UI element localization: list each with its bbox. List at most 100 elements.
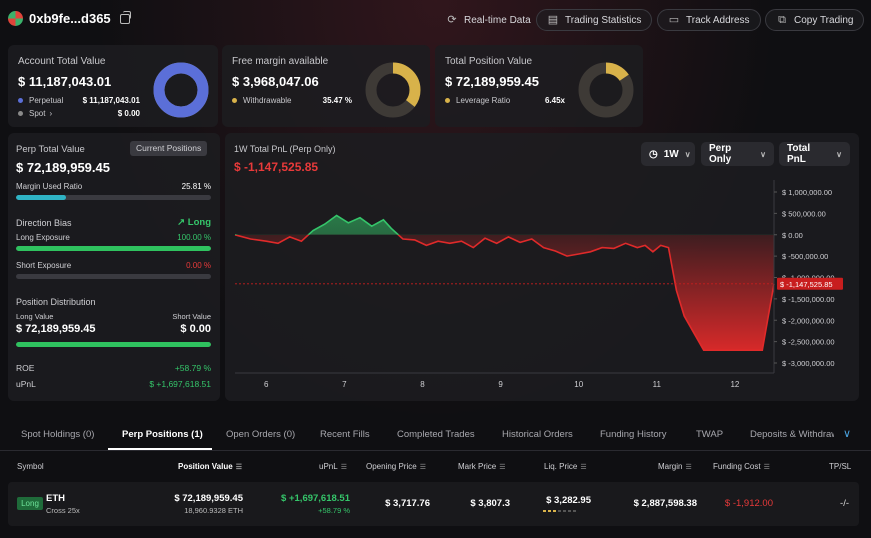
trend-up-icon: ↗ [177, 217, 186, 228]
long-value: $ 72,189,959.45 [16, 323, 96, 335]
margin-donut-fill [365, 62, 421, 118]
header-upnl[interactable]: uPnL ☰ [319, 462, 347, 471]
y-tick-label: $ 1,000,000.00 [782, 188, 832, 197]
side-badge: Long [17, 497, 43, 510]
header-tpsl: TP/SL [829, 462, 852, 471]
position-distribution-label: Position Distribution [16, 297, 96, 307]
header-funding-cost[interactable]: Funding Cost ☰ [713, 462, 770, 471]
header-symbol: Symbol [17, 462, 44, 471]
filter-icon: ☰ [499, 464, 506, 471]
scope-dropdown[interactable]: Perp Only ∨ [701, 142, 774, 166]
perp-total-title: Perp Total Value [16, 144, 85, 155]
y-tick-label: $ -2,500,000.00 [782, 338, 835, 347]
tab-twap[interactable]: TWAP [696, 429, 724, 440]
header-mark-price[interactable]: Mark Price ☰ [458, 462, 506, 471]
row-tpsl[interactable]: -/- [840, 498, 849, 509]
positions-tabs: Spot Holdings (0) Perp Positions (1) Ope… [0, 420, 871, 450]
pnl-positive-line [235, 214, 400, 235]
tab-deposits-withdrawals[interactable]: Deposits & Withdraw [750, 429, 834, 440]
header: 0xb9fe...d365 ⟳ Real-time Data ▤ Trading… [0, 0, 871, 40]
scope-dropdown-label: Perp Only [709, 143, 732, 165]
header-margin[interactable]: Margin ☰ [658, 462, 692, 471]
tab-funding-history[interactable]: Funding History [600, 429, 667, 440]
tab-completed-trades[interactable]: Completed Trades [397, 429, 475, 440]
free-margin-value: $ 3,968,047.06 [232, 74, 319, 89]
long-exposure-bar [16, 246, 211, 251]
current-value-marker-bg [777, 277, 843, 290]
leverage-value: 6.45x [544, 96, 565, 105]
tab-historical-orders[interactable]: Historical Orders [502, 429, 573, 440]
trading-statistics-button[interactable]: ▤ Trading Statistics [536, 9, 653, 31]
current-positions-button[interactable]: Current Positions [130, 141, 208, 156]
row-symbol[interactable]: ETH [46, 493, 65, 504]
clock-icon: ◷ [649, 148, 658, 160]
long-exposure-label: Long Exposure [16, 233, 70, 242]
pnl-negative-area [235, 234, 774, 351]
metric-dropdown-label: Total PnL [787, 143, 811, 165]
copy-icon[interactable] [119, 10, 131, 24]
chevron-down-icon: ∨ [836, 149, 842, 159]
tab-spot-holdings[interactable]: Spot Holdings (0) [21, 429, 95, 440]
filter-icon: ☰ [340, 464, 347, 471]
refresh-icon: ⟳ [447, 14, 457, 26]
account-title: Account Total Value [18, 56, 106, 67]
y-tick-label: $ 0.00 [782, 231, 803, 240]
pnl-chart-value: $ -1,147,525.85 [234, 160, 319, 174]
leverage-row: Leverage Ratio [445, 96, 510, 105]
short-exposure-label: Short Exposure [16, 261, 72, 270]
margin-used-value: 25.81 % [181, 182, 211, 191]
metric-dropdown[interactable]: Total PnL ∨ [779, 142, 850, 166]
y-tick-label: $ 500,000.00 [782, 209, 826, 218]
margin-used-bar [16, 195, 211, 200]
header-opening-price[interactable]: Opening Price ☰ [366, 462, 426, 471]
row-upnl-pct: +58.79 % [318, 506, 350, 515]
copy-trading-label: Copy Trading [794, 14, 854, 26]
row-margin: $ 2,887,598.38 [633, 498, 697, 509]
total-position-title: Total Position Value [445, 56, 533, 67]
copy-trading-icon: ⧉ [778, 14, 786, 26]
copy-trading-button[interactable]: ⧉ Copy Trading [765, 9, 865, 31]
tabs-divider [0, 450, 871, 451]
direction-bias-label: Direction Bias [16, 218, 72, 228]
track-address-label: Track Address [686, 14, 750, 26]
row-leverage: Cross 25x [46, 506, 80, 515]
tab-perp-positions[interactable]: Perp Positions (1) [122, 429, 203, 440]
row-position-value: $ 72,189,959.45 [174, 493, 243, 504]
withdrawable-value: 35.47 % [322, 96, 352, 105]
wallet-address: 0xb9fe...d365 [29, 11, 111, 26]
table-row[interactable] [8, 482, 859, 526]
withdrawable-row: Withdrawable [232, 96, 291, 105]
account-donut-fill [153, 62, 209, 118]
perpetual-row: Perpetual [18, 96, 63, 105]
perp-total-panel: Perp Total Value Current Positions $ 72,… [8, 133, 220, 401]
position-donut-fill [578, 62, 634, 118]
account-total-value-card: Account Total Value $ 11,187,043.01 Perp… [8, 45, 218, 127]
header-liq-price[interactable]: Liq. Price ☰ [544, 462, 587, 471]
header-position-value[interactable]: Position Value ☰ [178, 462, 242, 471]
chart-icon: ▤ [547, 14, 559, 26]
position-donut-chart [578, 62, 634, 118]
y-tick-label: $ -500,000.00 [782, 252, 828, 261]
period-dropdown-label: 1W [663, 148, 679, 160]
tab-recent-fills[interactable]: Recent Fills [320, 429, 370, 440]
perpetual-dot [18, 98, 23, 103]
track-address-button[interactable]: ▭ Track Address [657, 9, 761, 31]
spot-row[interactable]: Spot › [18, 109, 52, 118]
y-tick-label: $ -1,500,000.00 [782, 295, 835, 304]
tab-open-orders[interactable]: Open Orders (0) [226, 429, 296, 440]
realtime-data-button[interactable]: ⟳ Real-time Data [436, 9, 541, 31]
filter-icon: ☰ [580, 464, 587, 471]
period-dropdown[interactable]: ◷ 1W ∨ [641, 142, 695, 166]
distribution-bar [16, 342, 211, 347]
perp-total-value: $ 72,189,959.45 [16, 160, 110, 175]
total-position-card: Total Position Value $ 72,189,959.45 Lev… [435, 45, 643, 127]
margin-used-bar-fill [16, 195, 67, 200]
avatar [8, 11, 23, 26]
long-exposure-value: 100.00 % [177, 233, 211, 242]
chevron-right-icon: › [49, 109, 53, 118]
free-margin-title: Free margin available [232, 56, 329, 67]
row-mark-price: $ 3,807.3 [470, 498, 510, 509]
chevron-down-icon[interactable]: ∨ [843, 428, 852, 440]
row-upnl: $ +1,697,618.51 [281, 493, 350, 504]
liq-risk-indicator [543, 510, 576, 512]
